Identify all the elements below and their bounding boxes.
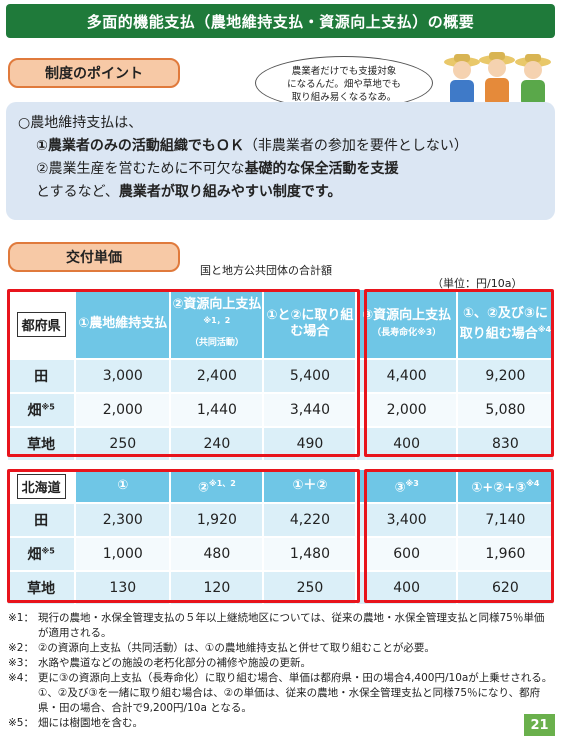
points-text: とするなど、: [36, 184, 119, 200]
column-header: ①と②に取り組む場合: [264, 290, 356, 358]
hokkaido-label: 北海道: [16, 473, 66, 499]
value-cell: 120: [171, 572, 263, 604]
value-cell: 240: [171, 428, 263, 460]
value-cell: 5,080: [457, 394, 553, 426]
bubble-line: 取り組み易くなるなあ。: [291, 92, 397, 103]
pref-rate-table: 都府県 ①農地維持支払 ②資源向上支払※1，2 （共同活動） ①と②に取り組む場合…: [6, 288, 555, 462]
column-header: ①: [76, 470, 170, 502]
points-line: ○農地維持支払は、: [18, 115, 143, 131]
value-cell: 830: [457, 428, 553, 460]
footnote: ※4： 更に③の資源向上支払（長寿命化）に取り組む場合、単価は都府県・田の場合4,…: [8, 672, 553, 714]
value-cell: 490: [264, 428, 356, 460]
table-row: 草地 130 120 250 400 620: [8, 572, 553, 604]
value-cell: 4,220: [264, 504, 356, 536]
value-cell: 1,440: [171, 394, 263, 426]
page-number: 21: [524, 714, 555, 736]
footnote: ※1： 現行の農地・水保全管理支払の５年以上継続地区については、従来の農地・水保全…: [8, 612, 545, 639]
column-header: ①＋②: [264, 470, 356, 502]
value-cell: 250: [76, 428, 170, 460]
table-row: 畑※5 1,000 480 1,480 600 1,960: [8, 538, 553, 570]
row-header: 畑※5: [8, 394, 75, 426]
value-cell: 1,000: [76, 538, 170, 570]
speech-bubble: 農業者だけでも支援対象 になるんだ。畑や草地でも 取り組み易くなるなあ。: [255, 56, 433, 110]
value-cell: 400: [357, 572, 456, 604]
column-header: ①+②+③※4: [457, 470, 553, 502]
points-bold: 基礎的な保全活動を支援: [244, 161, 399, 177]
points-line: とするなど、農業者が取り組みやすい制度です。: [18, 181, 543, 204]
value-cell: 1,960: [457, 538, 553, 570]
points-bold: ①農業者のみの活動組織でもＯＫ: [36, 138, 244, 154]
hokkaido-rate-table: 北海道 ① ②※1、2 ①＋② ③※3 ①+②+③※4 田 2,300 1,92…: [6, 468, 555, 606]
value-cell: 480: [171, 538, 263, 570]
points-text: （非農業者の参加を要件としない）: [243, 138, 468, 154]
value-cell: 2,300: [76, 504, 170, 536]
value-cell: 250: [264, 572, 356, 604]
page-title: 多面的機能支払（農地維持支払・資源向上支払）の概要: [6, 4, 555, 38]
footnotes: ※1： 現行の農地・水保全管理支払の５年以上継続地区については、従来の農地・水保全…: [8, 611, 553, 731]
grant-section-label: 交付単価: [8, 242, 180, 272]
bubble-line: になるんだ。畑や草地でも: [287, 79, 401, 90]
row-header: 草地: [8, 572, 75, 604]
value-cell: 600: [357, 538, 456, 570]
points-box: ○農地維持支払は、 ①農業者のみの活動組織でもＯＫ（非農業者の参加を要件としない…: [6, 102, 555, 220]
value-cell: 3,400: [357, 504, 456, 536]
footnote: ※3： 水路や農道などの施設の老朽化部分の補修や施設の更新。: [8, 657, 311, 669]
value-cell: 4,400: [357, 360, 456, 392]
points-bold: 農業者が取り組みやすい制度です。: [118, 184, 342, 200]
table-row: 田 3,000 2,400 5,400 4,400 9,200: [8, 360, 553, 392]
points-section-label: 制度のポイント: [8, 58, 180, 88]
value-cell: 2,000: [76, 394, 170, 426]
value-cell: 130: [76, 572, 170, 604]
table-caption: 国と地方公共団体の合計額: [200, 264, 332, 277]
table-row: 田 2,300 1,920 4,220 3,400 7,140: [8, 504, 553, 536]
value-cell: 3,000: [76, 360, 170, 392]
value-cell: 2,000: [357, 394, 456, 426]
row-header: 草地: [8, 428, 75, 460]
points-line: ①農業者のみの活動組織でもＯＫ（非農業者の参加を要件としない）: [18, 135, 543, 158]
value-cell: 1,480: [264, 538, 356, 570]
value-cell: 620: [457, 572, 553, 604]
row-header: 畑※5: [8, 538, 75, 570]
points-line: ②農業生産を営むために不可欠な基礎的な保全活動を支援: [18, 158, 543, 181]
column-header: ①、②及び③に取り組む場合※4: [457, 290, 553, 358]
column-header: ③※3: [357, 470, 456, 502]
value-cell: 5,400: [264, 360, 356, 392]
farmers-illustration: [444, 52, 551, 106]
pref-label: 都府県: [16, 311, 66, 337]
column-header: ③資源向上支払 （長寿命化※3）: [357, 290, 456, 358]
unit-label: （単位：円/10a）: [432, 277, 523, 290]
value-cell: 2,400: [171, 360, 263, 392]
bubble-line: 農業者だけでも支援対象: [291, 66, 397, 77]
points-text: ②農業生産を営むために不可欠な: [36, 161, 245, 177]
table-row: 畑※5 2,000 1,440 3,440 2,000 5,080: [8, 394, 553, 426]
footnote: ※5： 畑には樹園地を含む。: [8, 717, 143, 729]
table-row: 草地 250 240 490 400 830: [8, 428, 553, 460]
column-header: ①農地維持支払: [76, 290, 170, 358]
column-header: ②※1、2: [171, 470, 263, 502]
row-header: 田: [8, 360, 75, 392]
column-header: ②資源向上支払※1，2 （共同活動）: [171, 290, 263, 358]
value-cell: 1,920: [171, 504, 263, 536]
row-header: 田: [8, 504, 75, 536]
value-cell: 400: [357, 428, 456, 460]
value-cell: 3,440: [264, 394, 356, 426]
value-cell: 7,140: [457, 504, 553, 536]
footnote: ※2： ②の資源向上支払（共同活動）は、①の農地維持支払と併せて取り組むことが必要…: [8, 642, 435, 654]
value-cell: 9,200: [457, 360, 553, 392]
